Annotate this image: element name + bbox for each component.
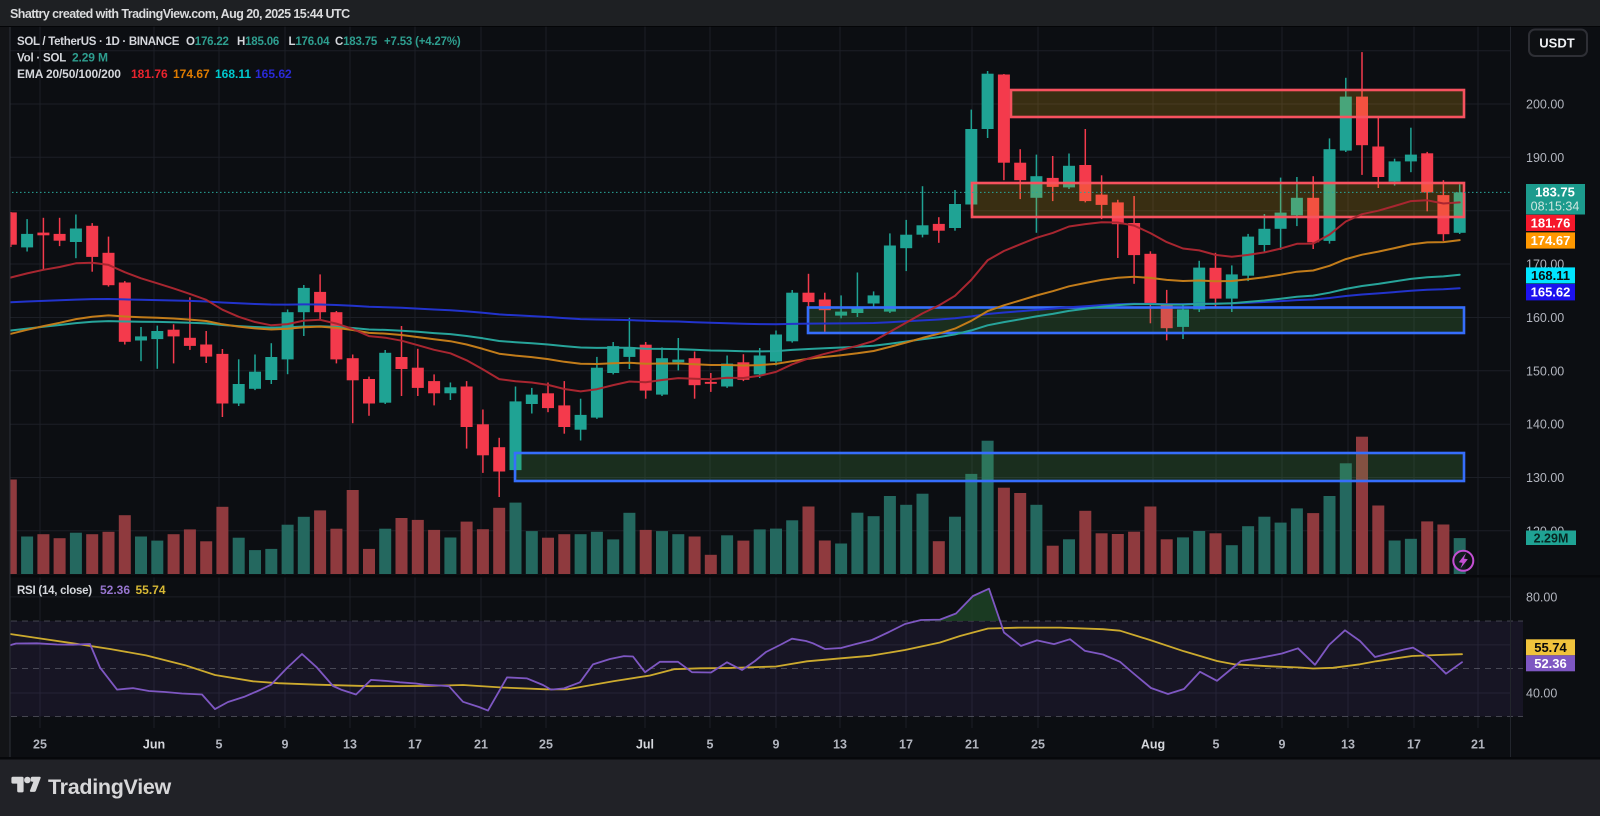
svg-text:EMA 20/50/100/200: EMA 20/50/100/200: [17, 67, 121, 81]
svg-text:9: 9: [1279, 738, 1286, 752]
svg-text:08:15:34: 08:15:34: [1531, 200, 1580, 214]
svg-text:17: 17: [408, 738, 422, 752]
svg-text:55.74: 55.74: [136, 583, 166, 597]
svg-text:C183.75: C183.75: [335, 36, 378, 48]
svg-text:2.29M: 2.29M: [1534, 531, 1569, 545]
svg-text:5: 5: [1213, 738, 1220, 752]
svg-text:183.75: 183.75: [1535, 185, 1575, 200]
svg-text:Vol · SOL: Vol · SOL: [17, 53, 66, 65]
svg-text:5: 5: [707, 738, 714, 752]
svg-text:9: 9: [282, 738, 289, 752]
svg-text:168.11: 168.11: [215, 67, 251, 81]
svg-text:Aug: Aug: [1141, 738, 1165, 752]
svg-text:2.29 M: 2.29 M: [72, 51, 108, 65]
svg-text:TradingView: TradingView: [48, 775, 172, 799]
svg-text:17: 17: [1407, 738, 1421, 752]
svg-text:RSI (14, close): RSI (14, close): [17, 585, 92, 597]
svg-text:165.62: 165.62: [255, 67, 292, 81]
svg-text:200.00: 200.00: [1526, 98, 1564, 112]
svg-text:H185.06: H185.06: [237, 36, 279, 48]
svg-text:L176.04: L176.04: [289, 36, 331, 48]
svg-text:13: 13: [343, 738, 357, 752]
svg-text:25: 25: [539, 738, 553, 752]
svg-text:80.00: 80.00: [1526, 590, 1557, 604]
svg-text:181.76: 181.76: [1531, 215, 1571, 230]
svg-text:160.00: 160.00: [1526, 311, 1564, 325]
svg-text:174.67: 174.67: [1531, 233, 1571, 248]
svg-text:USDT: USDT: [1539, 36, 1574, 51]
svg-text:140.00: 140.00: [1526, 418, 1564, 432]
svg-text:+7.53 (+4.27%): +7.53 (+4.27%): [384, 36, 461, 48]
svg-text:25: 25: [1031, 738, 1045, 752]
svg-text:Jun: Jun: [143, 738, 165, 752]
svg-text:165.62: 165.62: [1531, 285, 1571, 300]
svg-text:52.36: 52.36: [1534, 656, 1567, 671]
svg-text:55.74: 55.74: [1534, 640, 1567, 655]
svg-text:O176.22: O176.22: [186, 36, 229, 48]
svg-text:Shattry created with TradingVi: Shattry created with TradingView.com, Au…: [10, 7, 350, 21]
svg-text:21: 21: [965, 738, 979, 752]
svg-text:40.00: 40.00: [1526, 687, 1557, 701]
svg-text:52.36: 52.36: [100, 583, 130, 597]
svg-text:190.00: 190.00: [1526, 151, 1564, 165]
svg-text:21: 21: [1471, 738, 1485, 752]
svg-text:25: 25: [33, 738, 47, 752]
svg-text:181.76: 181.76: [131, 67, 168, 81]
svg-text:13: 13: [833, 738, 847, 752]
svg-text:17: 17: [899, 738, 913, 752]
svg-text:9: 9: [773, 738, 780, 752]
svg-text:21: 21: [474, 738, 488, 752]
svg-text:168.11: 168.11: [1531, 268, 1570, 283]
svg-text:Jul: Jul: [636, 738, 654, 752]
svg-text:150.00: 150.00: [1526, 364, 1564, 378]
svg-text:174.67: 174.67: [173, 67, 210, 81]
svg-text:130.00: 130.00: [1526, 471, 1564, 485]
svg-text:13: 13: [1341, 738, 1355, 752]
svg-text:5: 5: [216, 738, 223, 752]
svg-text:SOL / TetherUS · 1D · BINANCE: SOL / TetherUS · 1D · BINANCE: [17, 36, 180, 48]
